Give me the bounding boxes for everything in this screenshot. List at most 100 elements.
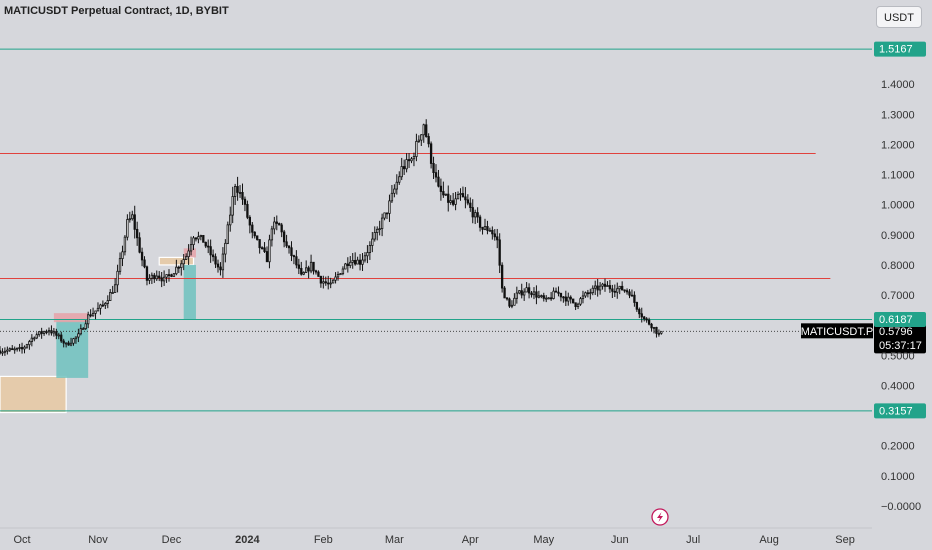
candle-body: [476, 212, 479, 218]
candle: [199, 234, 203, 241]
candle: [136, 221, 139, 246]
candle-body: [417, 139, 421, 142]
candle-body: [535, 291, 538, 298]
candle-body: [633, 294, 636, 303]
candle-body: [567, 296, 570, 302]
time-axis[interactable]: Oct Nov Dec 2024 Feb Mar Apr May Jun Jul Aug Sep: [0, 527, 872, 546]
candle-body: [113, 284, 117, 293]
candle-body: [562, 296, 565, 299]
candle-body: [322, 281, 325, 284]
candle: [248, 215, 252, 234]
candle-body: [530, 292, 533, 296]
candle-body: [451, 200, 455, 205]
candle-body: [143, 259, 146, 268]
candle: [574, 302, 577, 311]
candle: [233, 183, 237, 205]
horizontal-line-layer: [0, 48, 872, 412]
candle-body: [429, 143, 433, 164]
candle: [569, 295, 572, 304]
candle: [192, 236, 195, 250]
x-tick-label: Oct: [13, 534, 30, 546]
candle-body: [121, 251, 124, 260]
candle-body: [650, 323, 653, 329]
candle-body: [38, 331, 41, 336]
y-tick-label: 1.2000: [881, 139, 915, 151]
candle-body: [545, 297, 548, 300]
lightning-icon[interactable]: [651, 508, 669, 526]
candle-body: [209, 246, 212, 256]
candle: [38, 331, 41, 337]
candle: [598, 282, 602, 295]
candle: [197, 231, 200, 244]
candle: [121, 245, 124, 267]
price-axis[interactable]: 1.4000 1.3000 1.2000 1.1000 1.0000 0.9000 0.80…: [874, 41, 926, 513]
candle: [270, 225, 274, 247]
candle: [459, 188, 462, 201]
candle: [126, 214, 129, 241]
candle-body: [133, 214, 136, 230]
candle: [493, 229, 496, 241]
candle-body: [290, 247, 293, 257]
y-tick-label: 0.8000: [881, 260, 915, 272]
candle: [251, 222, 254, 239]
candle: [319, 275, 323, 288]
candle: [363, 251, 367, 263]
candle: [256, 235, 259, 241]
candle: [209, 239, 212, 263]
candle: [584, 291, 587, 298]
candle: [383, 212, 386, 221]
currency-selector-button[interactable]: USDT: [876, 6, 922, 28]
candle: [268, 234, 271, 269]
candle: [410, 156, 413, 164]
candle: [116, 264, 119, 293]
candle-body: [549, 297, 553, 300]
candle-body: [123, 236, 127, 253]
candle-body: [640, 313, 643, 318]
candle: [449, 195, 452, 205]
candle-body: [557, 291, 560, 294]
candle: [18, 343, 21, 352]
candle-body: [491, 229, 494, 235]
candle-body: [1, 351, 4, 354]
candle-body: [427, 136, 430, 145]
candle: [238, 185, 242, 198]
candle-body: [207, 245, 210, 248]
candle-body: [341, 268, 345, 275]
current-price-tag: [874, 323, 926, 354]
candle: [278, 222, 281, 226]
candle: [444, 193, 447, 196]
symbol-label: MATICUSDT.P: [801, 326, 874, 338]
candle: [275, 215, 278, 231]
candle: [589, 288, 592, 300]
candle-body: [13, 348, 16, 351]
candle-body: [500, 264, 504, 289]
candle: [165, 274, 168, 283]
candle: [35, 332, 38, 340]
candle-body: [402, 166, 406, 170]
candle-body: [241, 191, 244, 200]
candle: [647, 317, 651, 326]
candle-body: [140, 251, 144, 261]
candle-body: [150, 274, 154, 279]
candle-body: [155, 275, 158, 280]
candle-body: [317, 271, 320, 277]
candle: [638, 307, 641, 319]
candle: [336, 271, 340, 281]
candle-body: [638, 308, 641, 315]
candle-body: [466, 199, 470, 204]
candle: [150, 272, 154, 285]
candle-body: [3, 350, 7, 353]
candle: [331, 278, 335, 284]
candle: [33, 336, 36, 342]
candle-body: [552, 290, 555, 299]
candle-body: [437, 176, 440, 187]
candle-body: [393, 188, 396, 194]
candle-body: [579, 298, 582, 305]
candle: [650, 322, 653, 332]
candle-body: [469, 202, 472, 208]
candle-body: [346, 263, 349, 266]
candle-body: [172, 273, 176, 277]
candle: [84, 320, 87, 330]
candle: [99, 303, 102, 315]
